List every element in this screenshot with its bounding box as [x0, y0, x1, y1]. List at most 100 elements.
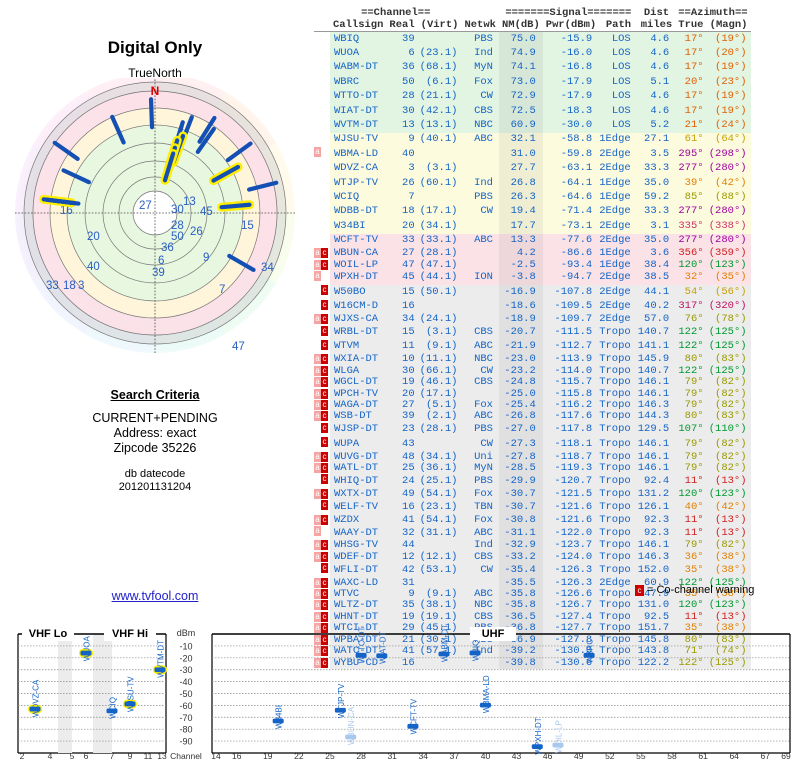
- spectrum-point[interactable]: [345, 734, 357, 740]
- table-row[interactable]: c WELF-TV 16 (23.1) TBN -30.7 -121.6 Tropo 126.1…: [314, 500, 751, 515]
- group-header-dist: Dist: [643, 7, 670, 19]
- table-row[interactable]: a c WUVG-DT 48 (34.1) Uni -27.8 -118.7 Tropo 146.…: [314, 451, 751, 463]
- cell-azimuth-true: 35°: [684, 622, 704, 635]
- table-row[interactable]: c WFLI-DT 42 (53.1) CW -35.4 -126.3 Tropo 152.0 3…: [314, 563, 751, 578]
- col-magn: (Magn): [706, 19, 751, 32]
- table-row[interactable]: a c WDEF-DT 12 (12.1) CBS -33.2 -124.0 Tropo 146.…: [314, 550, 751, 564]
- spectrum-point[interactable]: [154, 667, 166, 673]
- table-row[interactable]: a c WLGA 30 (66.1) CW -23.2 -114.0 Tropo 140.7 122…: [314, 364, 751, 378]
- spectrum-point[interactable]: [531, 744, 543, 750]
- table-row[interactable]: WBIQ 39 PBS 75.0 -15.9 LOS 4.6 17° (19°): [314, 31, 751, 47]
- cell-virtual-channel: (47.1): [419, 258, 458, 271]
- table-row[interactable]: WTJP-TV 26 (60.1) Ind 26.8 -64.1 1Edge 35.0 39° (…: [314, 176, 751, 191]
- table-row[interactable]: WDVZ-CA 3 (3.1) 27.7 -63.1 2Edge 33.3 277° (280°…: [314, 161, 751, 177]
- cell-real-channel: 43: [402, 437, 415, 450]
- table-row[interactable]: WVTM-DT 13 (13.1) NBC 60.9 -30.0 LOS 5.2 21° (24°…: [314, 118, 751, 133]
- co-channel-warning-icon: c: [321, 551, 328, 562]
- warning-flag-empty: [321, 271, 328, 281]
- table-row[interactable]: a c WGCL-DT 19 (46.1) CBS -24.8 -115.7 Tropo 146.…: [314, 376, 751, 389]
- spectrum-point[interactable]: [80, 650, 92, 656]
- spectrum-point[interactable]: [583, 652, 595, 658]
- table-row[interactable]: a c WLTZ-DT 35 (38.1) NBC -35.8 -126.7 Tropo 131.…: [314, 600, 751, 612]
- spectrum-point-label: WTTO-DT: [358, 626, 367, 663]
- table-row[interactable]: WCIQ 7 PBS 26.3 -64.6 1Edge 59.2 85° (88°): [314, 190, 751, 205]
- spectrum-point[interactable]: [407, 723, 419, 729]
- table-row[interactable]: WABM-DT 36 (68.1) MyN 74.1 -16.8 LOS 4.6 17° (19°…: [314, 60, 751, 76]
- spectrum-point[interactable]: [124, 701, 136, 707]
- table-row[interactable]: a c WSB-DT 39 (2.1) ABC -26.8 -117.6 Tropo 144.3 8…: [314, 410, 751, 423]
- cell-path: Tropo: [599, 340, 631, 353]
- warning-flags-cell: c: [314, 339, 330, 355]
- cell-azimuth-magnetic: (20°): [715, 46, 747, 59]
- table-row[interactable]: a c WYBU-CD 16 -39.8 -130.6 Tropo 122.2 122° (125…: [314, 656, 751, 669]
- table-row[interactable]: a c WATL-DT 25 (36.1) MyN -28.5 -119.3 Tropo 146.…: [314, 462, 751, 475]
- spectrum-point[interactable]: [29, 706, 41, 712]
- spectrum-point[interactable]: [552, 742, 564, 748]
- search-criteria: Search Criteria CURRENT+PENDING Address:…: [0, 388, 310, 456]
- table-row[interactable]: a WPXH-DT 45 (44.1) ION -3.8 -94.7 2Edge 38.5 32°…: [314, 270, 751, 286]
- table-row[interactable]: a c WHNT-DT 19 (19.1) CBS -36.5 -127.4 Tropo 92.5…: [314, 611, 751, 624]
- table-row[interactable]: a c WXIA-DT 10 (11.1) NBC -23.0 -113.9 Tropo 145.…: [314, 353, 751, 366]
- table-row[interactable]: a c WBUN-CA 27 (28.1) 4.2 -86.6 1Edge 3.6 356° (35…: [314, 247, 751, 260]
- band-label-vhf-lo: VHF Lo: [29, 628, 68, 640]
- cell-path: Tropo: [599, 550, 631, 563]
- cell-azimuth-true: 36°: [684, 550, 704, 563]
- table-row[interactable]: a c WPCH-TV 20 (17.1) -25.0 -115.8 Tropo 146.1 79…: [314, 388, 751, 400]
- cell-noise-margin: 74.1: [498, 60, 543, 76]
- table-row[interactable]: c WUPA 43 CW -27.3 -118.1 Tropo 146.1 79° (82°): [314, 437, 751, 452]
- table-row[interactable]: a c WAGA-DT 27 (5.1) Fox -25.4 -116.2 Tropo 146.3…: [314, 399, 751, 412]
- table-row[interactable]: a c WHSG-TV 44 Ind -32.9 -123.7 Tropo 146.1 79° (8…: [314, 540, 751, 552]
- table-row[interactable]: WBRC 50 (6.1) Fox 73.0 -17.9 LOS 5.1 20° (23°): [314, 75, 751, 90]
- cell-noise-margin: 75.0: [498, 31, 543, 47]
- table-row[interactable]: a c WJXS-CA 34 (24.1) -18.9 -109.7 2Edge 57.0 76°…: [314, 313, 751, 326]
- table-row[interactable]: a WBMA-LD 40 31.0 -59.8 2Edge 3.5 295° (298°): [314, 147, 751, 162]
- cell-distance: 146.1: [637, 462, 670, 474]
- spectrum-point[interactable]: [469, 650, 481, 656]
- cell-power: -59.8: [560, 147, 593, 160]
- table-row[interactable]: WCFT-TV 33 (33.1) ABC 13.3 -77.6 2Edge 35.0 277°…: [314, 233, 751, 249]
- y-axis-tick: -30: [179, 665, 192, 675]
- warning-flag-empty: [321, 75, 328, 85]
- spectrum-point[interactable]: [272, 718, 284, 724]
- table-row[interactable]: acWPBA-DT21(30.1)PBS-36.9-127.8Tropo145.…: [314, 634, 751, 647]
- spectrum-point[interactable]: [376, 653, 388, 659]
- cell-distance: 38.4: [644, 258, 670, 271]
- table-row[interactable]: WTTO-DT 28 (21.1) CW 72.9 -17.9 LOS 4.6 17° (19°): [314, 89, 751, 105]
- table-row[interactable]: WUOA 6 (23.1) Ind 74.9 -16.0 LOS 4.6 17° (20°): [314, 46, 751, 61]
- table-row[interactable]: a WAAY-DT 32 (31.1) ABC -31.1 -122.0 Tropo 92.3 1…: [314, 526, 751, 541]
- table-row[interactable]: a c WXTX-DT 49 (54.1) Fox -30.7 -121.5 Tropo 131.…: [314, 488, 751, 501]
- table-row[interactable]: c W16CM-D 16 -18.6 -109.5 2Edge 40.2 317° (320°): [314, 299, 751, 315]
- tvfool-link[interactable]: www.tvfool.com: [111, 589, 199, 603]
- cell-callsign: WELF-TV: [334, 500, 379, 513]
- spectrum-point[interactable]: [106, 708, 118, 714]
- table-row[interactable]: a c WTVC 9 (9.1) ABC -35.8 -126.6 Tropo 147.9 35° (…: [314, 588, 751, 601]
- table-row[interactable]: a c WATC-DT 41 (57.1) Ind -39.2 -130.0 Tropo 143.…: [314, 645, 751, 658]
- table-row[interactable]: c WRBL-DT 15 (3.1) CBS -20.7 -111.5 Tropo 140.7 1…: [314, 325, 751, 340]
- table-row[interactable]: c W50BO 15 (50.1) -16.9 -107.8 2Edge 44.1 54° (56…: [314, 285, 751, 300]
- table-row[interactable]: c WTVM 11 (9.1) ABC -21.9 -112.7 Tropo 141.1 122°…: [314, 339, 751, 355]
- cell-distance: 140.7: [637, 364, 670, 377]
- table-row[interactable]: a c WAXC-LD 31 -35.5 -126.3 2Edge 60.9 122° (125°…: [314, 577, 751, 590]
- cell-noise-margin: -27.0: [498, 422, 543, 438]
- table-row[interactable]: WIAT-DT 30 (42.1) CBS 72.5 -18.3 LOS 4.6 17° (19°…: [314, 104, 751, 119]
- table-row[interactable]: W34BI 20 (34.1) 17.7 -73.1 2Edge 3.1 335° (338°): [314, 219, 751, 234]
- cell-callsign: WPXH-DT: [334, 271, 379, 284]
- cell-azimuth-magnetic: (125°): [708, 656, 747, 669]
- table-row[interactable]: a c WOIL-LP 47 (47.1) -2.5 -93.4 1Edge 38.4 120° (…: [314, 258, 751, 271]
- table-row[interactable]: c WJSP-DT 23 (28.1) PBS -27.0 -117.8 Tropo 129.5…: [314, 422, 751, 438]
- cell-network: CW: [480, 364, 493, 377]
- x-tick-right: 28: [356, 751, 366, 761]
- spectrum-point[interactable]: [438, 651, 450, 657]
- table-row[interactable]: c WHIQ-DT 24 (25.1) PBS -29.9 -120.7 Tropo 92.4 1…: [314, 474, 751, 489]
- co-channel-warning-icon: c: [321, 600, 328, 611]
- table-row[interactable]: WJSU-TV 9 (40.1) ABC 32.1 -58.8 1Edge 27.1 61° (6…: [314, 132, 751, 148]
- spectrum-point[interactable]: [355, 652, 367, 658]
- cell-virtual-channel: (34.1): [419, 219, 458, 232]
- co-channel-legend-text: = Co-channel warning: [647, 584, 755, 596]
- table-row[interactable]: a c WZDX 41 (54.1) Fox -30.8 -121.6 Tropo 92.3 11°…: [314, 514, 751, 527]
- channel-marker-label: 7: [219, 284, 225, 296]
- spectrum-point[interactable]: [334, 707, 346, 713]
- table-row[interactable]: WDBB-DT 18 (17.1) CW 19.4 -71.4 2Edge 33.3 277° (…: [314, 204, 751, 220]
- spectrum-point[interactable]: [479, 702, 491, 708]
